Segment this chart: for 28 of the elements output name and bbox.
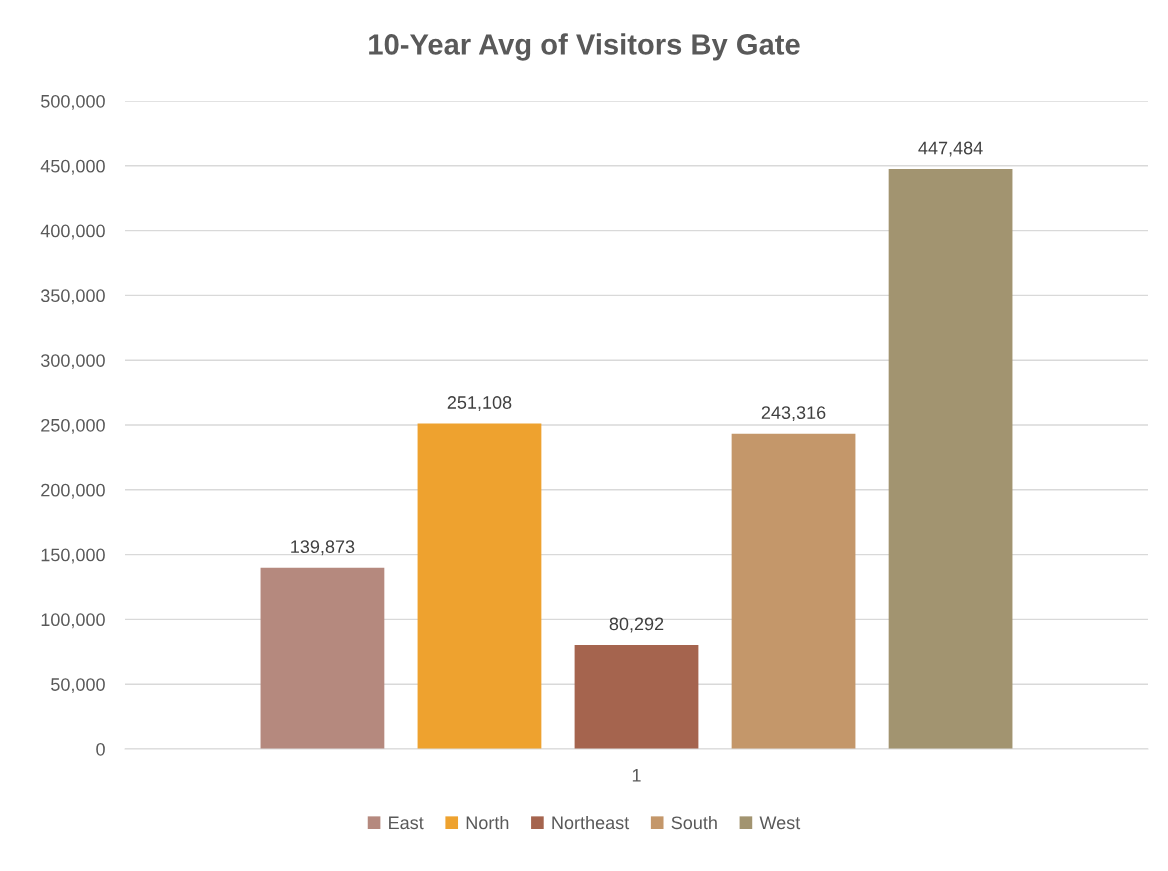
data-label: 80,292 [609, 617, 664, 633]
chart-title: 10-Year Avg of Visitors By Gate [369, 33, 800, 61]
data-label: 243,316 [761, 406, 826, 422]
legend-label: North [466, 815, 509, 830]
y-tick-label: 150,000 [41, 548, 105, 564]
x-tick-label: 1 [632, 769, 641, 782]
data-label: 251,108 [447, 396, 512, 412]
bar [731, 433, 856, 749]
y-tick-label: 450,000 [40, 159, 105, 175]
bar [888, 169, 1013, 749]
y-tick-label: 50,000 [51, 678, 105, 694]
legend-label: Northeast [552, 815, 630, 830]
legend-label: South [671, 815, 717, 830]
y-tick-label: 200,000 [41, 483, 105, 499]
y-tick-label: 300,000 [40, 354, 105, 370]
y-tick-label: 100,000 [41, 613, 105, 629]
y-tick-label: 500,000 [41, 94, 105, 110]
bar [260, 567, 385, 749]
bar [417, 423, 542, 749]
y-tick-label: 350,000 [40, 289, 105, 305]
data-label: 139,873 [291, 540, 355, 556]
legend-label: East [389, 816, 424, 830]
y-tick-label: 250,000 [41, 418, 105, 434]
y-tick-label: 400,000 [40, 224, 105, 240]
legend-label: West [759, 816, 801, 830]
y-tick-label: 0 [96, 742, 105, 756]
bar [574, 644, 699, 749]
data-label: 447,484 [918, 141, 983, 157]
